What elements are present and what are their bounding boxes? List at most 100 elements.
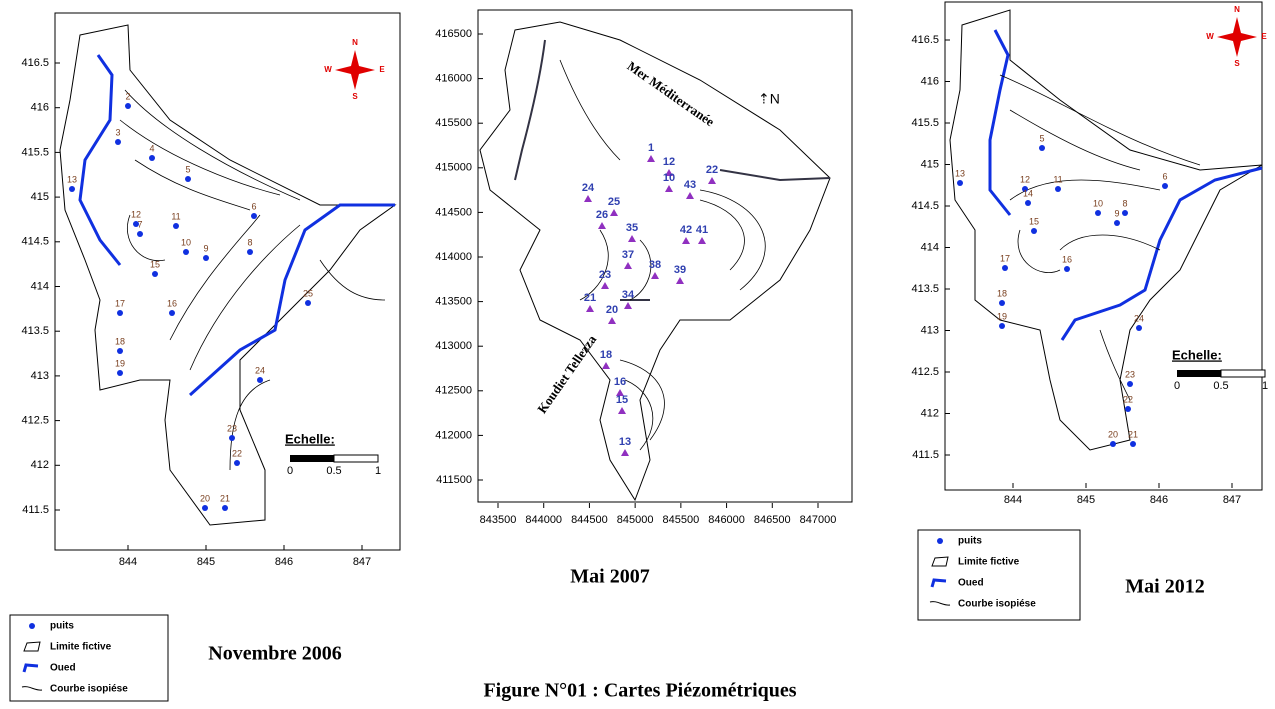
compass-letter: E [379,65,385,74]
well-label: 22 [232,448,242,458]
x-tick-label: 843500 [480,514,517,526]
well-label: 23 [1125,369,1135,379]
well-label: 9 [1114,208,1119,218]
well-marker [1125,406,1131,412]
well-label: 37 [622,249,634,261]
well-label: 21 [1128,429,1138,439]
y-tick-label: 416.5 [21,57,49,69]
well-label: 13 [619,436,631,448]
x-tick-label: 846000 [708,514,745,526]
well-marker [598,222,606,229]
well-label: 3 [115,127,120,137]
y-tick-label: 414 [31,280,49,292]
well-label: 24 [1134,313,1144,323]
well-marker [1110,441,1116,447]
well-marker [234,460,240,466]
well-marker [69,186,75,192]
well-marker [624,262,632,269]
well-label: 17 [115,298,125,308]
well-label: 14 [1023,188,1033,198]
compass-letter: S [1234,59,1240,68]
legend-label: Oued [50,663,76,674]
y-tick-label: 413.5 [911,283,939,295]
compass-rose [335,50,375,90]
north-arrow: ⇡N [758,91,780,107]
map-caption: Mai 2012 [1125,576,1204,598]
well-marker [183,249,189,255]
well-label: 41 [696,224,708,236]
well-marker [676,277,684,284]
isopiezic-curve [120,90,385,470]
well-marker [610,209,618,216]
well-label: 12 [663,156,675,168]
well-label: 15 [150,259,160,269]
compass-rose [1217,17,1257,57]
well-marker [117,348,123,354]
well-label: 43 [684,179,696,191]
well-label: 11 [1053,174,1062,184]
figure: ⇡N Novembre 2006 Mai 2007 Mai 2012 Figur… [0,0,1275,704]
compass-letter: N [352,38,358,47]
well-marker [247,249,253,255]
well-marker [584,195,592,202]
y-tick-label: 411.5 [22,504,49,516]
well-marker [618,407,626,414]
well-marker [698,237,706,244]
well-label: 26 [596,209,608,221]
well-label: 2 [125,91,130,101]
well-label: 12 [1020,174,1030,184]
x-tick-label: 847 [353,556,371,568]
well-label: 18 [997,288,1007,298]
well-marker [624,302,632,309]
legend-symbol [932,557,948,566]
well-marker [1095,210,1101,216]
x-tick-label: 845500 [662,514,699,526]
scale-bar [1221,370,1265,377]
well-label: 38 [649,259,661,271]
x-tick-label: 846 [275,556,293,568]
scale-label: 1 [375,465,381,477]
map-caption: Novembre 2006 [208,643,342,665]
legend-label: Limite fictive [958,557,1020,568]
y-tick-label: 412.5 [21,415,49,427]
y-tick-label: 414500 [435,206,472,218]
y-tick-label: 415.5 [911,117,939,129]
well-label: 16 [1062,254,1072,264]
well-marker [222,505,228,511]
x-tick-label: 846500 [754,514,791,526]
y-tick-label: 416000 [435,73,472,85]
well-label: 16 [167,298,177,308]
well-marker [1002,265,1008,271]
well-marker [602,362,610,369]
legend-symbol [930,602,950,606]
well-marker [1025,200,1031,206]
well-marker [251,213,257,219]
well-label: 4 [149,143,154,153]
annotation: Mer Méditerranée [625,58,718,129]
well-marker [1039,145,1045,151]
x-tick-label: 847000 [800,514,837,526]
annotation: Koudiet Tellezza [534,332,599,416]
x-tick-label: 847 [1223,494,1241,506]
well-label: 20 [200,493,210,503]
y-tick-label: 412.5 [911,366,939,378]
well-label: 25 [608,196,620,208]
well-label: 11 [171,211,180,221]
well-label: 8 [1122,198,1127,208]
well-marker [1055,186,1061,192]
y-tick-label: 412 [31,459,49,471]
legend-symbol [932,580,946,587]
well-marker [229,435,235,441]
well-label: 8 [247,237,252,247]
well-marker [257,377,263,383]
compass-letter: N [1234,5,1240,14]
well-label: 7 [137,219,142,229]
well-label: 15 [616,394,628,406]
well-label: 16 [614,376,626,388]
well-label: 6 [1162,171,1167,181]
isopiezic-curve [1000,75,1200,400]
well-label: 25 [303,288,313,298]
y-tick-label: 416500 [435,28,472,40]
y-tick-label: 413000 [435,340,472,352]
scale-title: Echelle: [285,431,335,446]
